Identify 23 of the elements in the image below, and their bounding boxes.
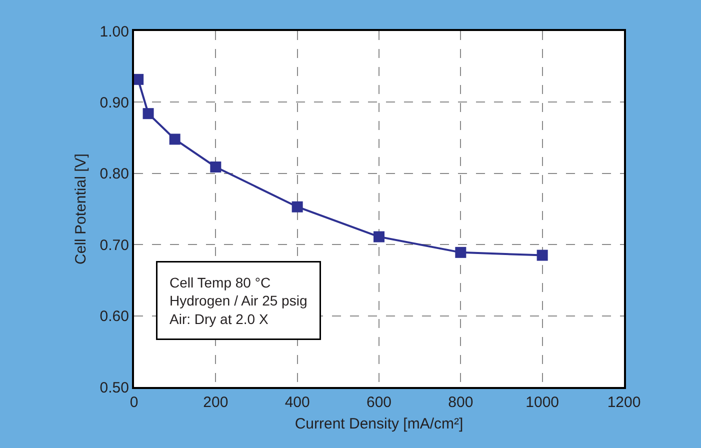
point [292,201,303,212]
annotation: Cell Temp 80 °C Hydrogen / Air 25 psig Air: Dry at 2.0 X [170,274,308,327]
y-axis-title: Cell Potential [V] [72,154,90,264]
x-tick-label: 1000 [526,394,560,411]
point [374,231,384,242]
x-tick-label: 600 [366,394,392,411]
y-tick-label: 0.80 [100,166,129,183]
y-tick-label: 1.00 [100,23,129,40]
point [210,161,222,172]
point [142,108,154,120]
y-tick-label: 0.50 [100,379,129,396]
point [169,134,180,145]
x-tick-label: 200 [203,394,228,411]
y-tick-label: 0.60 [100,308,129,326]
x-tick-label: 400 [284,394,310,411]
point [455,246,466,258]
point [536,250,548,261]
x-axis-title: Current Density [mA/cm²] [294,416,464,432]
x-tick-label: 0 [130,394,138,411]
x-tick-label: 1200 [607,394,641,411]
x-tick-label: 800 [448,394,474,411]
y-tick-label: 0.70 [100,236,129,254]
y-tick-label: 0.90 [100,94,129,112]
